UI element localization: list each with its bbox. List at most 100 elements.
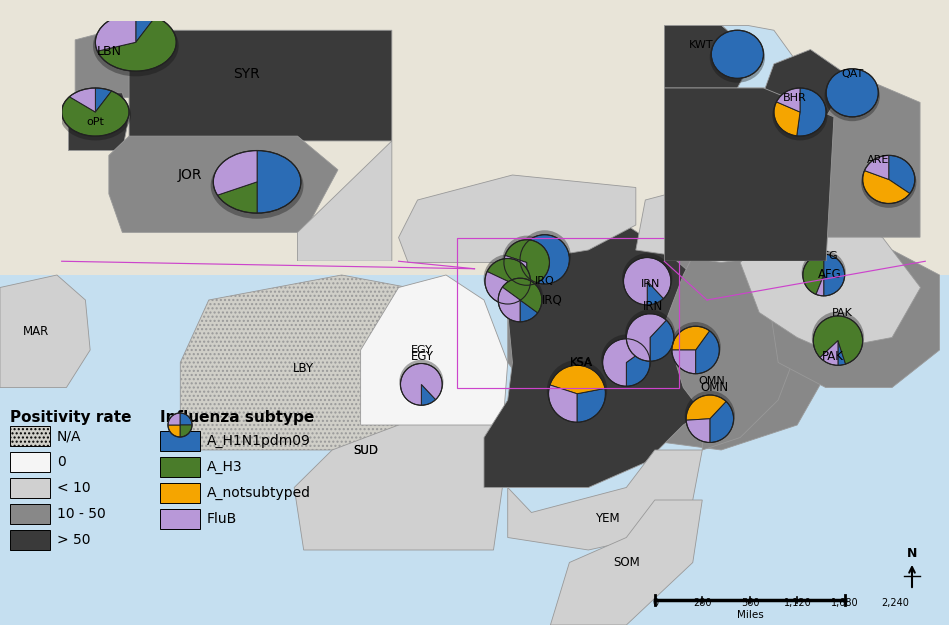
Polygon shape (769, 238, 940, 388)
Text: PAK: PAK (832, 308, 853, 318)
Text: SUD: SUD (353, 444, 378, 456)
Wedge shape (502, 278, 542, 313)
Bar (160, 457, 200, 477)
Circle shape (811, 311, 865, 364)
Text: AFG: AFG (817, 269, 842, 281)
Polygon shape (0, 0, 408, 275)
Text: AFG: AFG (816, 251, 839, 261)
Wedge shape (672, 350, 696, 374)
Text: 2,240: 2,240 (881, 598, 909, 608)
Text: 560: 560 (741, 598, 759, 608)
Text: 1,120: 1,120 (784, 598, 812, 608)
Text: SYR: SYR (233, 66, 260, 81)
Wedge shape (180, 425, 192, 437)
Wedge shape (623, 258, 671, 305)
Circle shape (622, 253, 672, 304)
Circle shape (400, 360, 443, 404)
Text: 0: 0 (652, 598, 658, 608)
Text: BHR: BHR (783, 92, 807, 103)
Wedge shape (626, 349, 650, 386)
Text: SUD: SUD (353, 444, 378, 456)
Wedge shape (549, 365, 605, 394)
Polygon shape (0, 0, 408, 275)
Text: N/A: N/A (57, 429, 82, 443)
Circle shape (211, 152, 304, 219)
Polygon shape (508, 450, 702, 550)
Wedge shape (603, 339, 645, 386)
Text: oPt: oPt (86, 117, 104, 127)
Text: EGY: EGY (410, 345, 433, 355)
Wedge shape (485, 271, 508, 304)
Wedge shape (520, 300, 538, 322)
Polygon shape (664, 88, 834, 261)
Text: EGY: EGY (411, 350, 434, 362)
Wedge shape (180, 413, 192, 425)
Wedge shape (95, 88, 112, 112)
Wedge shape (520, 235, 569, 284)
Wedge shape (577, 388, 605, 422)
Wedge shape (217, 182, 257, 213)
Polygon shape (68, 92, 129, 151)
Bar (10, 426, 50, 446)
Wedge shape (487, 259, 530, 304)
Polygon shape (399, 175, 636, 262)
Bar (160, 509, 200, 529)
Polygon shape (508, 250, 626, 400)
Wedge shape (797, 88, 826, 136)
Circle shape (601, 334, 651, 385)
Polygon shape (664, 238, 797, 450)
Wedge shape (626, 314, 666, 361)
Wedge shape (257, 151, 301, 213)
Circle shape (93, 15, 178, 76)
Wedge shape (421, 384, 436, 405)
Wedge shape (62, 91, 129, 136)
Circle shape (497, 274, 543, 321)
Wedge shape (96, 13, 136, 51)
Circle shape (518, 230, 571, 282)
Text: A_notsubtyped: A_notsubtyped (207, 486, 311, 500)
Polygon shape (763, 49, 852, 141)
Text: N: N (907, 547, 917, 560)
Circle shape (670, 322, 721, 372)
Text: 1,680: 1,680 (831, 598, 859, 608)
Polygon shape (75, 30, 136, 98)
Polygon shape (721, 26, 794, 88)
Text: LBN: LBN (97, 46, 121, 58)
Text: 0: 0 (57, 455, 65, 469)
Circle shape (825, 70, 880, 121)
Text: OMN: OMN (698, 376, 725, 386)
Wedge shape (826, 69, 878, 117)
Wedge shape (888, 156, 915, 194)
Circle shape (547, 360, 607, 421)
Wedge shape (650, 320, 674, 361)
Wedge shape (865, 156, 888, 179)
Text: IRQ: IRQ (535, 276, 554, 286)
Polygon shape (129, 30, 392, 141)
Bar (457, 238, 679, 388)
Text: A_H1N1pdm09: A_H1N1pdm09 (207, 434, 311, 448)
Wedge shape (816, 275, 824, 296)
Wedge shape (400, 364, 442, 405)
Text: IRN: IRN (642, 279, 661, 289)
Wedge shape (214, 151, 257, 195)
Wedge shape (647, 281, 663, 305)
Wedge shape (686, 395, 726, 420)
Text: KSA: KSA (569, 357, 592, 367)
Text: Positivity rate: Positivity rate (10, 410, 132, 425)
Text: IRQ: IRQ (542, 294, 563, 306)
Circle shape (60, 89, 131, 141)
Circle shape (861, 157, 917, 208)
Text: KWT: KWT (689, 40, 713, 49)
Wedge shape (712, 30, 763, 78)
Wedge shape (803, 254, 824, 294)
Wedge shape (686, 419, 710, 442)
Text: OMN: OMN (700, 381, 729, 394)
Text: 280: 280 (694, 598, 713, 608)
Wedge shape (168, 425, 180, 437)
Text: FluB: FluB (207, 512, 237, 526)
Text: KSA: KSA (570, 356, 593, 369)
Circle shape (710, 32, 765, 82)
Polygon shape (294, 388, 508, 550)
Wedge shape (696, 331, 719, 374)
Polygon shape (109, 136, 338, 232)
